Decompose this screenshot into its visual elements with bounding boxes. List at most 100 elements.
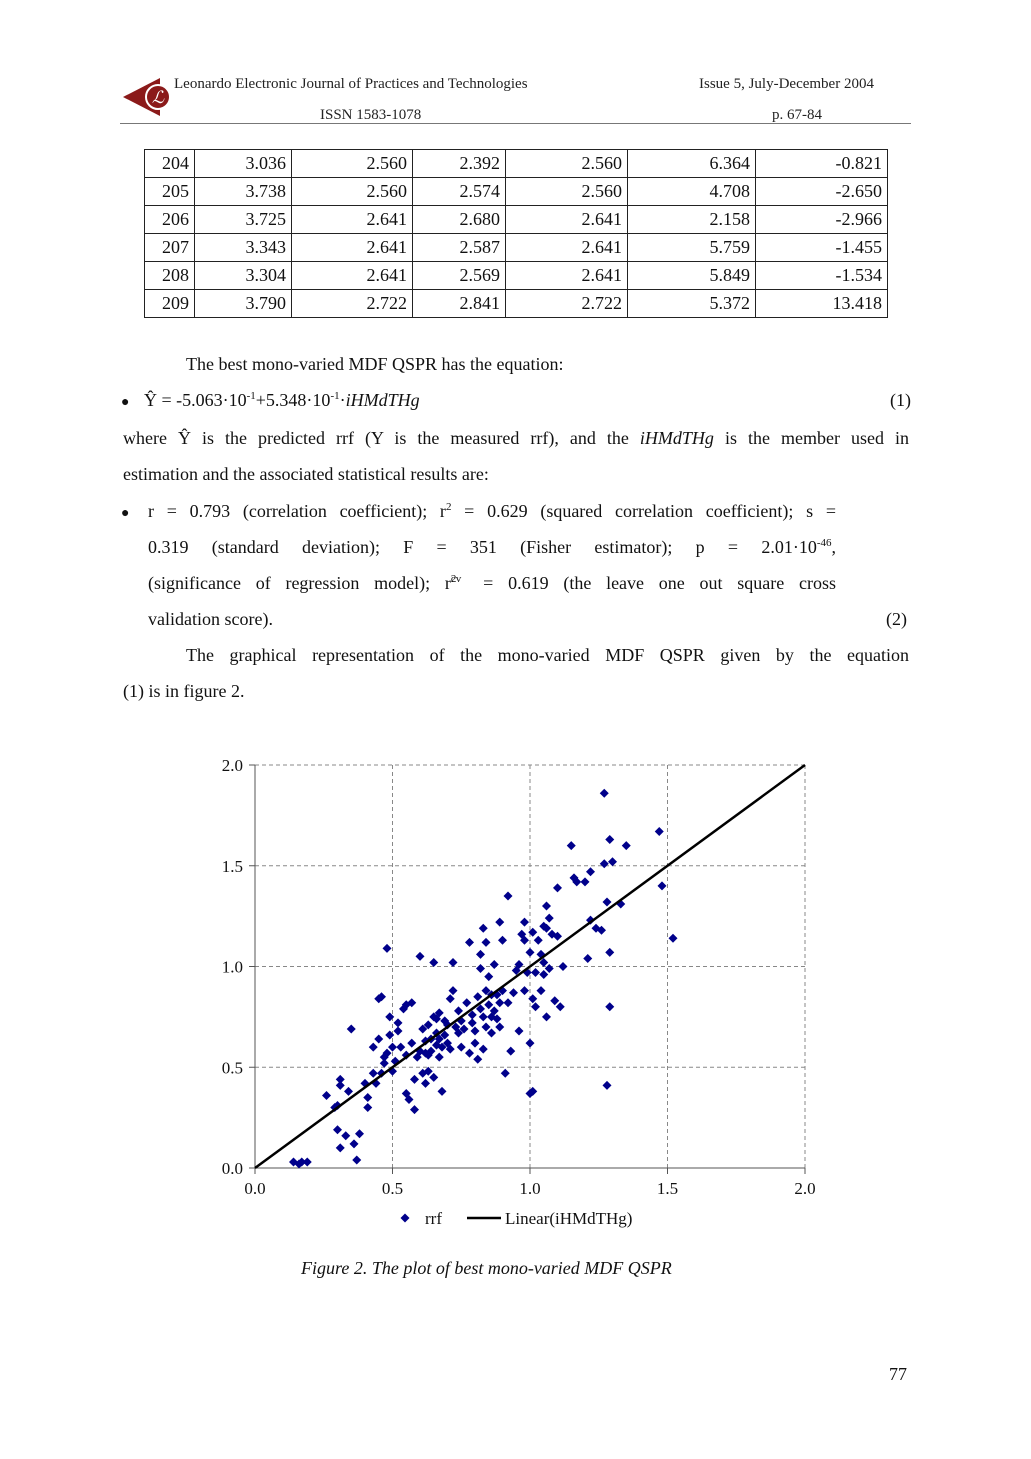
data-point: [498, 935, 507, 945]
data-point: [605, 947, 615, 957]
issue-info: Issue 5, July-December 2004: [699, 76, 874, 92]
stats-bullet: ●: [121, 493, 129, 532]
y-tick-label: 0.0: [222, 1159, 243, 1178]
data-point: [459, 1024, 469, 1034]
table-cell: 2.560: [291, 177, 413, 206]
data-point: [586, 867, 595, 877]
data-point: [478, 1012, 488, 1022]
data-point: [542, 1012, 551, 1022]
data-point: [668, 933, 678, 943]
data-point: [434, 1052, 444, 1062]
y-tick-label: 1.5: [222, 857, 243, 876]
equation-number-2: (2): [886, 609, 907, 629]
data-point: [333, 1101, 342, 1111]
where-line-1: where Ŷ is the predicted rrf (Y is the m…: [123, 428, 909, 448]
table-row: 204 3.036 2.560 2.392 2.560 6.364 -0.821: [144, 149, 888, 178]
y-tick-label: 2.0: [222, 756, 243, 775]
data-point: [454, 1028, 463, 1038]
data-point: [654, 826, 664, 836]
x-tick-label: 0.0: [244, 1179, 265, 1198]
data-point: [346, 1024, 356, 1034]
data-point: [495, 1022, 505, 1032]
stats-line-1: r = 0.793 (correlation coefficient); r2 …: [148, 501, 836, 521]
table-cell: 2.560: [291, 149, 413, 178]
data-point: [294, 1159, 304, 1169]
data-point: [401, 1088, 411, 1098]
data-point: [555, 1002, 565, 1012]
data-point: [547, 929, 557, 939]
table-cell: 207: [144, 233, 195, 262]
issn: ISSN 1583-1078: [320, 107, 422, 123]
data-point: [363, 1103, 373, 1113]
data-point: [484, 1000, 494, 1010]
table-cell: 3.036: [194, 149, 292, 178]
data-point: [415, 951, 425, 961]
page-range: p. 67-84: [772, 107, 822, 123]
table-cell: 3.725: [194, 205, 292, 234]
table-cell: 13.418: [755, 289, 888, 318]
table-cell: 2.641: [505, 261, 628, 290]
data-point: [410, 1074, 419, 1084]
data-point: [608, 857, 617, 867]
data-point: [657, 881, 667, 891]
x-tick-label: 2.0: [794, 1179, 815, 1198]
y-tick-label: 1.0: [222, 958, 243, 977]
table-cell: 5.849: [627, 261, 756, 290]
table-cell: 205: [144, 177, 195, 206]
graph-line-2: (1) is in figure 2.: [123, 681, 245, 701]
journal-logo: ℒ: [123, 78, 170, 116]
data-point: [514, 959, 524, 969]
data-point: [558, 962, 568, 971]
data-point: [503, 998, 513, 1008]
table-cell: 2.560: [505, 149, 628, 178]
data-point: [542, 923, 551, 933]
data-point: [528, 927, 538, 937]
data-point: [509, 988, 518, 998]
data-point: [553, 883, 562, 893]
data-point: [539, 957, 549, 967]
data-point: [478, 923, 488, 933]
data-point: [333, 1125, 342, 1135]
data-point: [385, 1012, 395, 1022]
table-cell: 3.343: [194, 233, 292, 262]
data-point: [465, 937, 474, 947]
data-point: [553, 931, 562, 941]
data-point: [621, 841, 631, 851]
table-row: 206 3.725 2.641 2.680 2.641 2.158 -2.966: [144, 205, 888, 234]
data-point: [429, 1072, 439, 1082]
data-point: [602, 1080, 612, 1090]
data-point: [379, 1058, 389, 1068]
equation-number-1: (1): [890, 390, 911, 410]
data-point: [495, 917, 505, 927]
data-point: [539, 970, 549, 980]
data-point: [476, 964, 485, 974]
data-point: [341, 1131, 351, 1141]
data-point: [495, 998, 505, 1008]
legend-rrf-marker: [400, 1213, 410, 1223]
table-cell: 206: [144, 205, 195, 234]
data-table: 204 3.036 2.560 2.392 2.560 6.364 -0.821 205 3.7…: [144, 149, 888, 318]
data-point: [605, 1002, 615, 1012]
legend-rrf-label: rrf: [425, 1209, 442, 1228]
data-point: [393, 1026, 403, 1036]
data-point: [448, 986, 458, 996]
data-point: [517, 929, 527, 939]
figure-caption: Figure 2. The plot of best mono-varied M…: [301, 1258, 672, 1278]
data-point: [520, 986, 529, 996]
data-point: [465, 1048, 474, 1058]
data-point: [421, 1078, 430, 1088]
data-point: [525, 1038, 535, 1048]
table-cell: 2.560: [505, 177, 628, 206]
data-point: [531, 968, 540, 978]
data-point: [544, 913, 554, 923]
data-point: [489, 1006, 499, 1016]
data-point: [349, 1139, 359, 1149]
table-cell: 204: [144, 149, 195, 178]
data-point: [363, 1092, 373, 1102]
x-tick-label: 1.0: [519, 1179, 540, 1198]
data-point: [520, 935, 529, 945]
data-point: [481, 986, 491, 996]
data-point: [580, 877, 590, 887]
data-point: [478, 1044, 488, 1054]
data-point: [599, 859, 609, 869]
